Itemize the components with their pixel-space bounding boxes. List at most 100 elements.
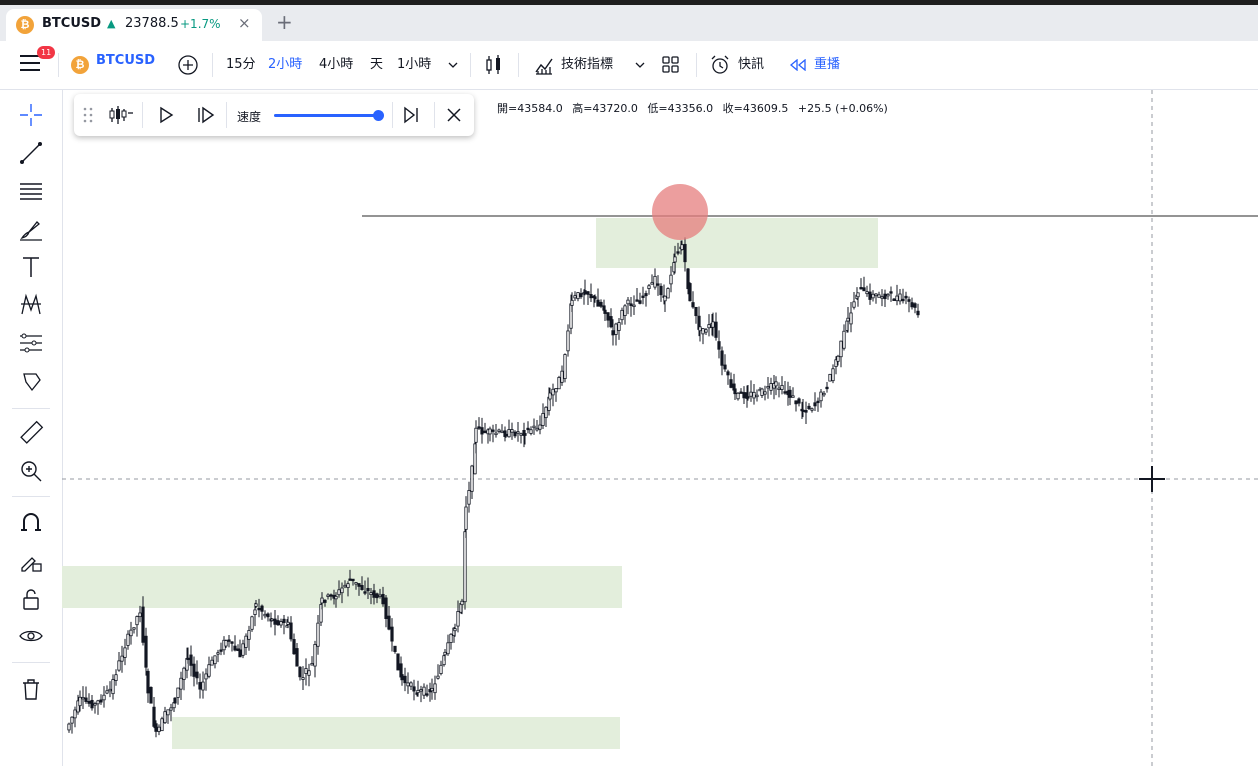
candle-body: [108, 688, 112, 692]
candle-body: [846, 317, 850, 322]
interval-2h[interactable]: 2小時: [268, 57, 303, 72]
lock-icon[interactable]: [16, 584, 46, 614]
trend-line-icon[interactable]: [16, 138, 46, 168]
replay-button[interactable]: 重播: [814, 57, 841, 72]
candle-body: [523, 433, 527, 436]
candle-body: [910, 302, 914, 308]
speed-slider-knob[interactable]: [373, 110, 384, 121]
ruler-icon[interactable]: [16, 418, 46, 448]
interval-4h[interactable]: 4小時: [319, 57, 354, 72]
candle-body: [213, 655, 217, 665]
step-forward-icon[interactable]: [196, 104, 216, 126]
lock-drawing-icon[interactable]: [16, 546, 46, 576]
tab-btcusd[interactable]: ₿ BTCUSD ▲ 23788.5 +1.7% ×: [6, 9, 262, 41]
candle-body: [551, 388, 555, 396]
candle-body: [189, 654, 193, 666]
drag-handle-icon[interactable]: [82, 106, 94, 124]
measure-icon[interactable]: [16, 328, 46, 358]
compare-add-icon[interactable]: [177, 54, 199, 76]
candle-body: [436, 675, 440, 679]
candles-icon[interactable]: [484, 54, 504, 76]
candle-body: [576, 292, 580, 300]
candle-body: [173, 697, 177, 704]
candle-body: [819, 391, 823, 402]
candle-body: [852, 301, 856, 308]
jump-to-realtime-icon[interactable]: [401, 104, 421, 126]
candle-body: [453, 628, 457, 632]
candle-body: [152, 706, 156, 727]
candle-body: [329, 594, 333, 597]
candle-body: [334, 595, 338, 600]
candle-body: [456, 611, 460, 627]
candle-body: [889, 291, 893, 294]
close-icon[interactable]: [444, 104, 464, 126]
interval-15m[interactable]: 15分: [226, 57, 256, 72]
layout-grid-icon[interactable]: [661, 55, 681, 75]
candle-body: [254, 603, 258, 607]
candle-body: [892, 298, 896, 301]
candle-body: [406, 682, 410, 687]
candle-body: [67, 723, 71, 731]
price-chart[interactable]: [62, 90, 1258, 766]
candle-body: [593, 296, 597, 300]
candle-body: [707, 324, 711, 329]
candle-body: [483, 430, 487, 433]
candle-body: [102, 694, 106, 701]
select-bar-icon[interactable]: [108, 104, 134, 126]
chevron-down-icon[interactable]: [447, 60, 459, 70]
brush-icon[interactable]: [16, 214, 46, 244]
symbol-search-button[interactable]: BTCUSD: [96, 53, 156, 68]
indicators-icon[interactable]: [533, 54, 555, 76]
candle-body: [859, 287, 863, 290]
close-tab-icon[interactable]: ×: [238, 14, 251, 32]
candle-body: [422, 686, 426, 696]
candle-body: [449, 633, 453, 643]
menu-button[interactable]: [20, 55, 40, 75]
speed-slider[interactable]: [274, 110, 384, 121]
candle-body: [425, 693, 429, 696]
candle-body: [673, 256, 677, 263]
crosshair-icon[interactable]: [16, 100, 46, 130]
candle-body: [606, 312, 610, 321]
new-tab-button[interactable]: +: [276, 10, 293, 34]
candle-body: [620, 309, 624, 321]
candle-body: [126, 633, 130, 646]
interval-1d[interactable]: 天: [370, 57, 384, 72]
trash-icon[interactable]: [16, 674, 46, 704]
candle-body: [856, 292, 860, 298]
candle-body: [467, 490, 471, 505]
candle-body: [166, 709, 170, 716]
tab-price: 23788.5: [125, 16, 179, 31]
candle-body: [160, 718, 164, 732]
indicators-button[interactable]: 技術指標: [561, 57, 614, 72]
divider: [12, 662, 50, 663]
divider: [696, 53, 697, 77]
rewind-icon[interactable]: [789, 59, 807, 71]
candle-body: [865, 291, 869, 295]
candle-body: [357, 583, 361, 587]
price-label-icon[interactable]: [16, 366, 46, 396]
pattern-icon[interactable]: [16, 290, 46, 320]
demand-zone-lower: [172, 717, 620, 749]
candle-body: [650, 282, 654, 285]
candle-body: [686, 268, 690, 290]
zoom-in-icon[interactable]: [16, 456, 46, 486]
fib-lines-icon[interactable]: [16, 176, 46, 206]
candle-body: [279, 621, 283, 626]
candle-body: [535, 427, 539, 431]
candle-body: [895, 295, 899, 302]
candle-body: [403, 675, 407, 684]
candle-body: [548, 392, 552, 400]
magnet-icon[interactable]: [16, 508, 46, 538]
interval-1h[interactable]: 1小時: [397, 57, 432, 72]
candle-body: [488, 428, 492, 435]
eye-icon[interactable]: [16, 622, 46, 652]
candle-body: [629, 303, 633, 306]
chevron-down-icon[interactable]: [634, 60, 646, 70]
play-icon[interactable]: [156, 104, 176, 126]
text-icon[interactable]: [16, 252, 46, 282]
candle-body: [111, 679, 115, 695]
alarm-clock-icon[interactable]: [709, 54, 731, 76]
ohlc-open: 開=43584.0: [497, 102, 563, 115]
alert-button[interactable]: 快訊: [738, 57, 765, 72]
